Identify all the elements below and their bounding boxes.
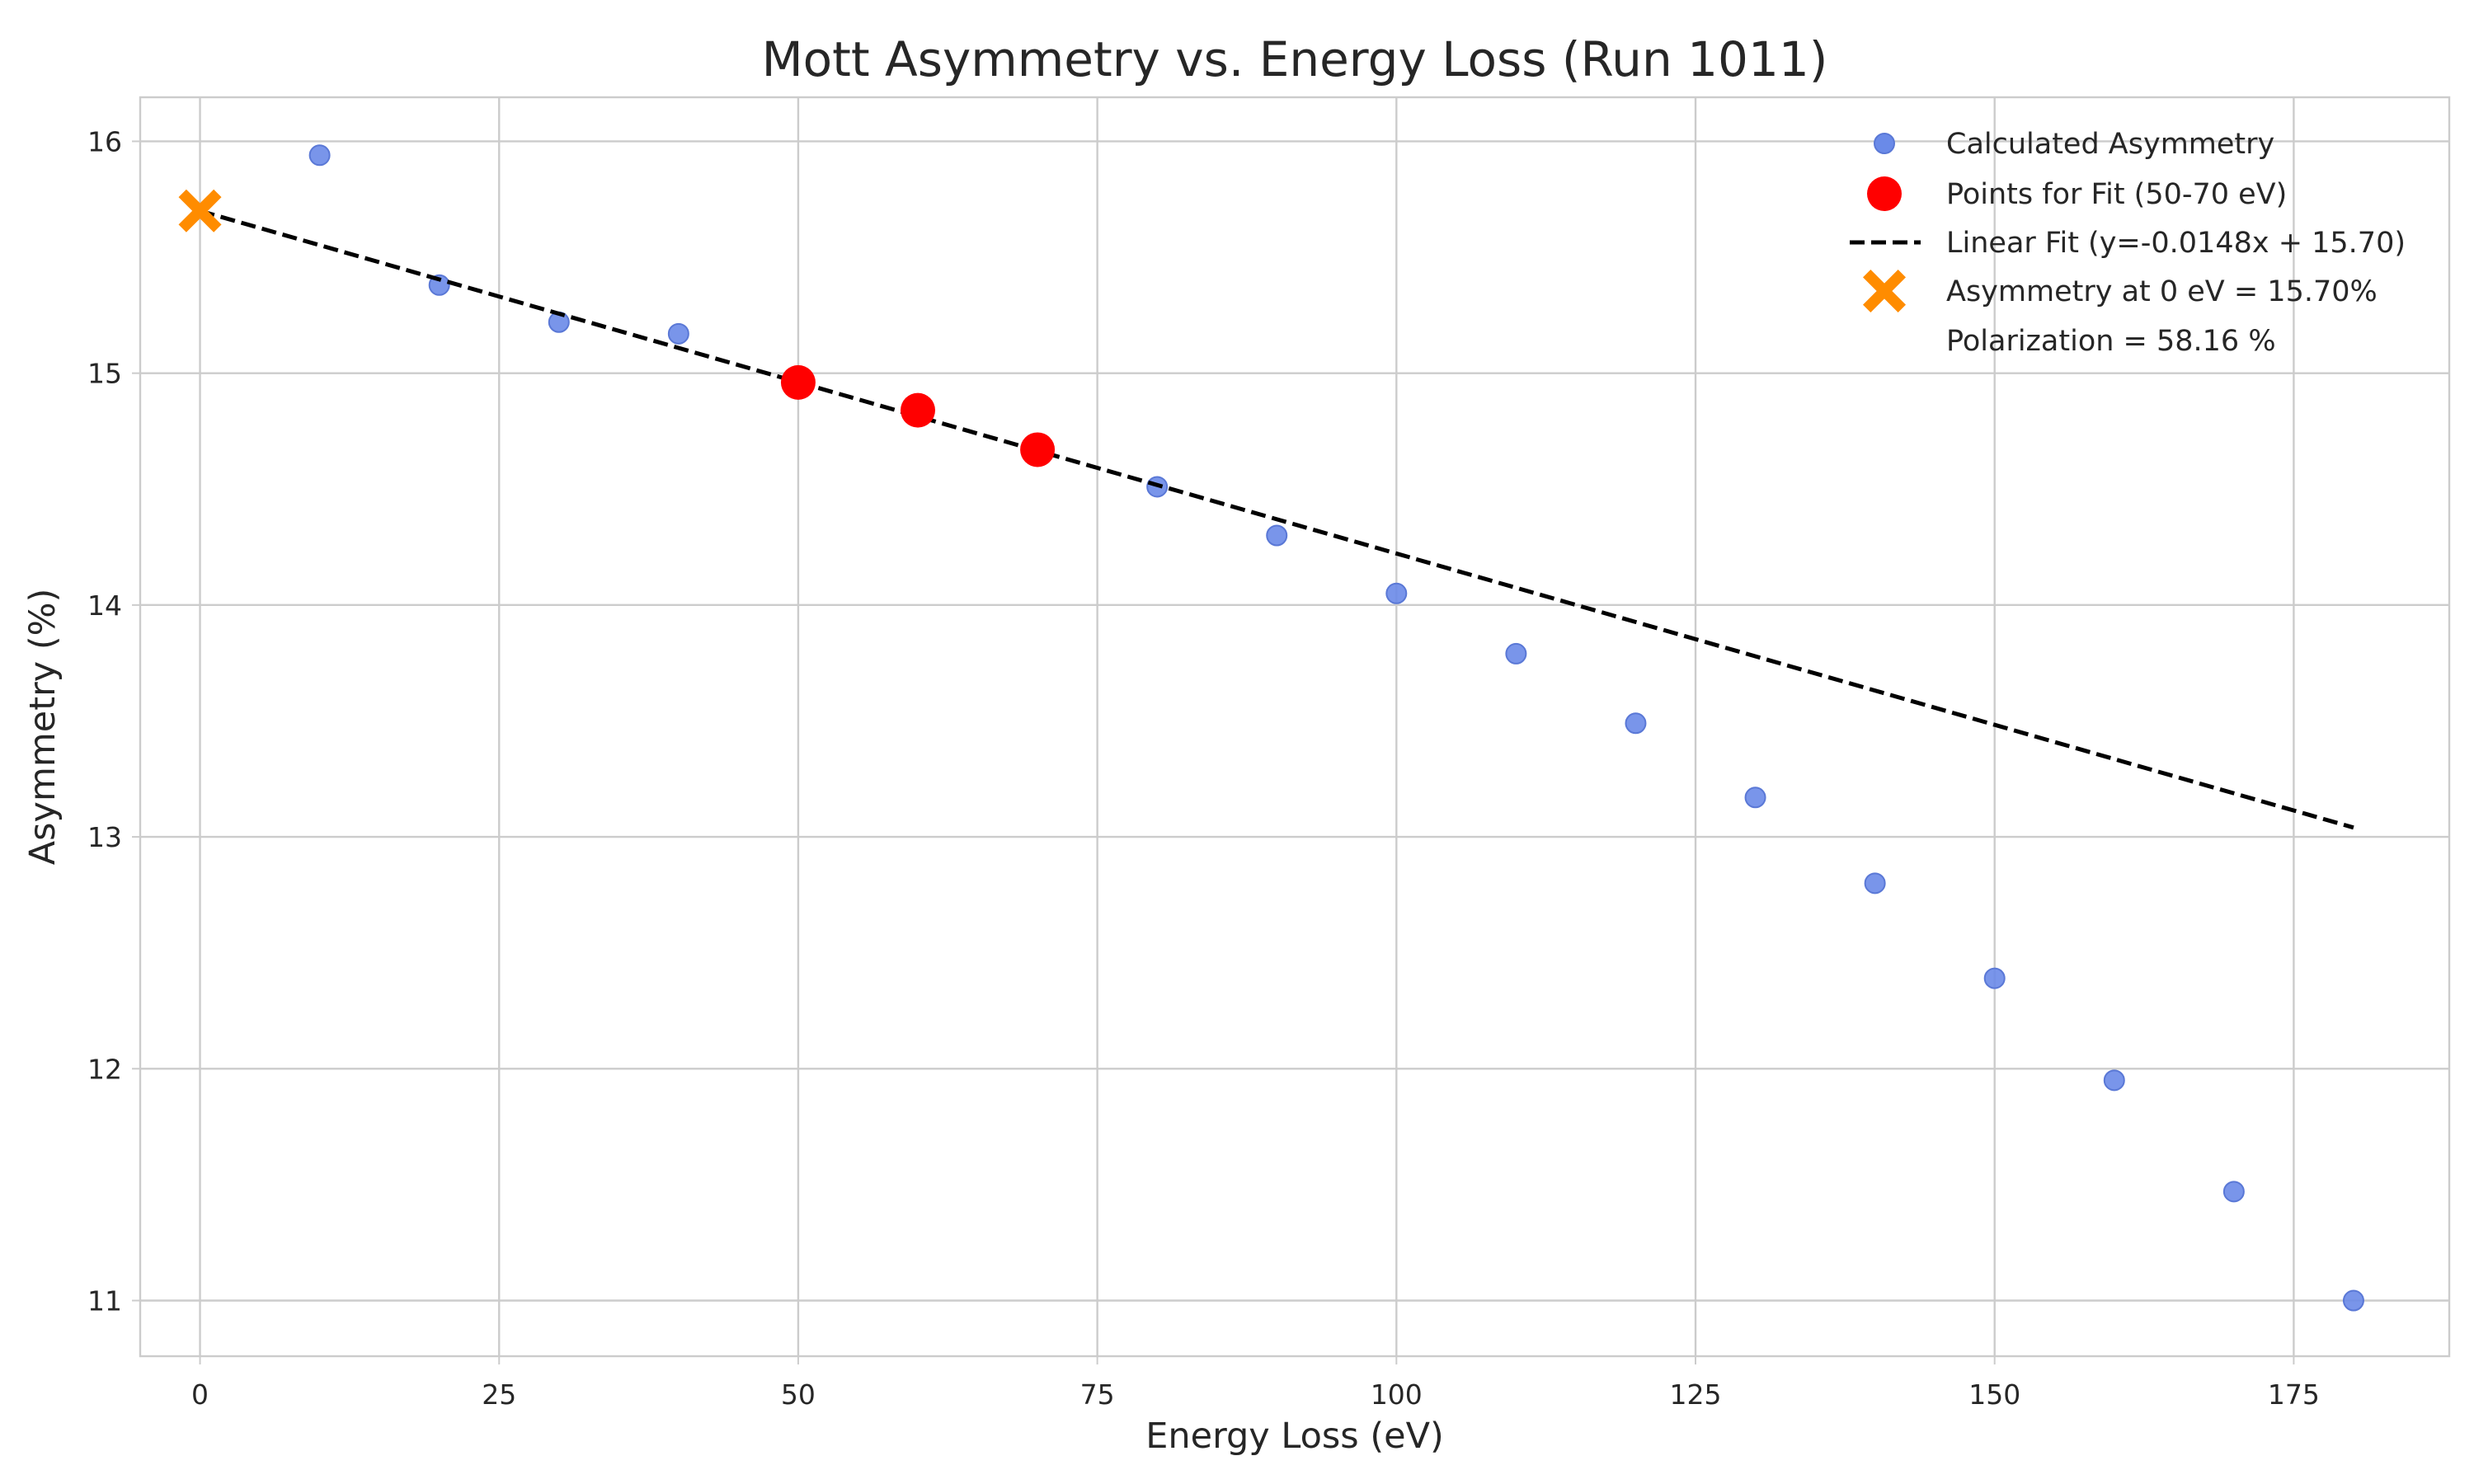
plot-frame [139, 96, 2451, 1358]
x-tick-label: 125 [1670, 1378, 1722, 1411]
y-tick-label: 15 [87, 358, 122, 390]
legend-entry-asymmetry-at-zero: Asymmetry at 0 eV = 15.70% [1946, 275, 2378, 308]
asymmetry-point [308, 144, 331, 167]
asymmetry-point [2342, 1289, 2364, 1312]
x-tick-label: 0 [191, 1378, 209, 1411]
asymmetry-point [1625, 712, 1647, 735]
asymmetry-point [1864, 872, 1886, 895]
asymmetry-point [2222, 1181, 2245, 1203]
chart-title: Mott Asymmetry vs. Energy Loss (Run 1011… [762, 31, 1828, 87]
zero-loss-asymmetry-marker [178, 189, 222, 232]
asymmetry-point [1744, 787, 1766, 809]
axis-ticks: 0 25 50 75 100 125 150 175 11 12 13 14 15 16 [87, 125, 2320, 1411]
grid [140, 97, 2449, 1356]
x-tick-label: 150 [1968, 1378, 2020, 1411]
x-axis-label: Energy Loss (eV) [1145, 1416, 1444, 1457]
asymmetry-point [1983, 967, 2006, 989]
x-tick-label: 100 [1371, 1378, 1423, 1411]
y-tick-label: 13 [87, 821, 122, 853]
legend-marker-blue-circle [1874, 133, 1895, 154]
asymmetry-point [1505, 642, 1527, 665]
y-tick-label: 16 [87, 125, 122, 157]
fit-point [901, 392, 936, 428]
asymmetry-point [1266, 524, 1288, 547]
linear-fit-line [199, 209, 2354, 830]
x-tick-label: 75 [1080, 1378, 1115, 1411]
x-tick-label: 25 [482, 1378, 516, 1411]
asymmetry-point [667, 322, 689, 345]
x-tick-label: 50 [781, 1378, 816, 1411]
data-series [178, 144, 2364, 1312]
y-axis-label: Asymmetry (%) [22, 589, 63, 866]
legend: Calculated Asymmetry Points for Fit (50-… [1850, 128, 2406, 358]
y-tick-label: 11 [87, 1285, 122, 1317]
y-tick-label: 12 [87, 1053, 122, 1085]
legend-entry-points-for-fit: Points for Fit (50-70 eV) [1946, 178, 2287, 211]
legend-marker-red-circle [1867, 176, 1902, 211]
legend-marker-orange-x [1863, 270, 1906, 312]
y-tick-label: 14 [87, 589, 122, 622]
fit-point [1020, 432, 1056, 467]
legend-entry-linear-fit: Linear Fit (y=-0.0148x + 15.70) [1946, 227, 2406, 260]
x-tick-label: 175 [2268, 1378, 2320, 1411]
asymmetry-point [2103, 1069, 2125, 1092]
fit-point [780, 364, 816, 400]
legend-markers [1850, 133, 1921, 312]
legend-entry-polarization: Polarization = 58.16 % [1946, 325, 2276, 358]
legend-entry-calculated-asymmetry: Calculated Asymmetry [1946, 128, 2274, 161]
asymmetry-point [1385, 582, 1408, 604]
